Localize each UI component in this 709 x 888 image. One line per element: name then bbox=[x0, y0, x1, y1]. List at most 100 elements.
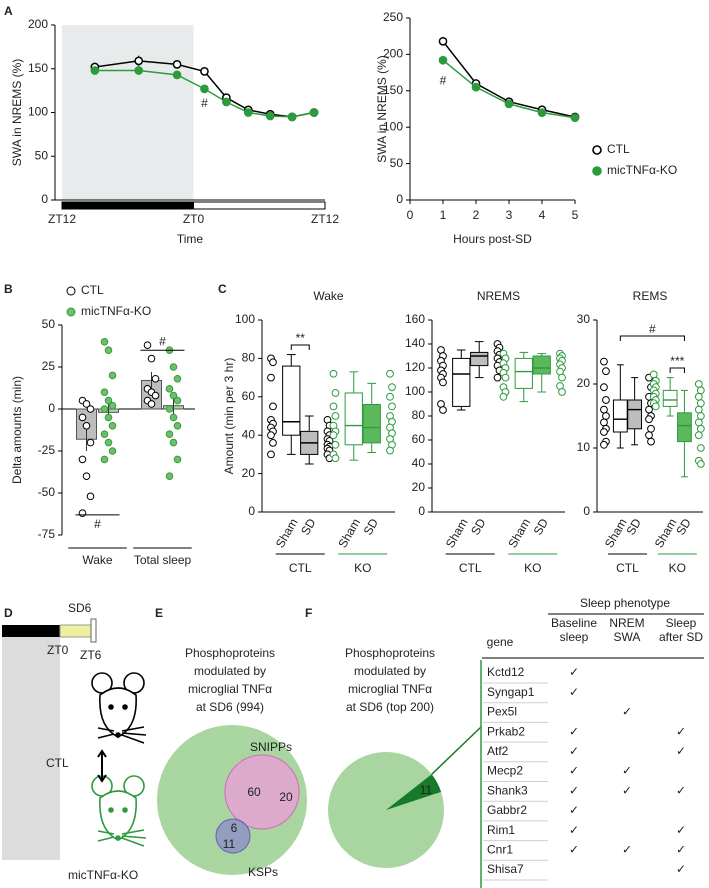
column-header: gene bbox=[487, 635, 514, 649]
data-dot bbox=[165, 472, 174, 481]
data-dot bbox=[600, 428, 608, 436]
mouse-eye bbox=[122, 807, 128, 813]
x-tick-label: SD bbox=[624, 516, 645, 538]
data-dot bbox=[104, 396, 113, 405]
legend-label: CTL bbox=[81, 283, 104, 297]
group-label: CTL bbox=[459, 561, 482, 575]
data-dot bbox=[694, 418, 703, 427]
data-dot bbox=[267, 450, 275, 459]
x-tick-label: ZT12 bbox=[311, 212, 339, 226]
pie-connector bbox=[431, 726, 482, 775]
data-dot bbox=[147, 400, 156, 408]
gene-name: Atf2 bbox=[487, 744, 509, 758]
data-dot bbox=[600, 383, 608, 392]
x-axis-label: Time bbox=[177, 232, 204, 246]
legend-marker bbox=[592, 166, 602, 176]
check-mark: ✓ bbox=[569, 685, 579, 699]
annotation-bracket bbox=[619, 335, 685, 341]
data-dot bbox=[694, 380, 703, 388]
y-axis-label: SWA in NREMS (%) bbox=[375, 55, 389, 163]
x-tick-label: 0 bbox=[407, 208, 414, 222]
gene-name: Shank3 bbox=[487, 783, 528, 797]
data-dot bbox=[82, 472, 91, 481]
x-tick-label: SD bbox=[468, 516, 489, 538]
sd-bar bbox=[59, 624, 93, 638]
x-tick-label: SD bbox=[531, 516, 552, 538]
mouse-eye bbox=[108, 704, 114, 710]
chart-title: NREMS bbox=[477, 289, 520, 303]
data-dot bbox=[602, 412, 610, 420]
data-dot bbox=[696, 399, 705, 408]
group-label: CTL bbox=[616, 561, 639, 575]
check-mark: ✓ bbox=[676, 744, 686, 758]
box bbox=[627, 399, 643, 430]
light-dark-bar bbox=[193, 201, 326, 210]
box bbox=[344, 392, 363, 446]
gene-name: Mecp2 bbox=[487, 764, 523, 778]
data-point bbox=[537, 108, 547, 117]
x-tick-label: Sham bbox=[273, 516, 301, 550]
data-dot bbox=[439, 406, 447, 414]
y-tick-label: 0 bbox=[418, 504, 425, 518]
data-dot bbox=[600, 418, 608, 427]
snipps-label: SNIPPs bbox=[250, 740, 292, 754]
data-point bbox=[438, 36, 448, 46]
annotation: ** bbox=[296, 331, 306, 345]
y-tick-label: 200 bbox=[383, 47, 403, 61]
data-point bbox=[172, 70, 182, 80]
y-tick-label: 40 bbox=[242, 427, 256, 441]
column-header: Baseline bbox=[551, 616, 597, 630]
check-mark: ✓ bbox=[622, 842, 632, 856]
column-header: sleep bbox=[560, 630, 589, 644]
data-dot bbox=[694, 405, 703, 414]
sd-label: SD6 bbox=[68, 601, 92, 615]
x-tick-label: Sham bbox=[652, 516, 680, 550]
data-dot bbox=[499, 392, 508, 401]
data-dot bbox=[169, 391, 178, 400]
annotation: # bbox=[440, 74, 447, 88]
data-point bbox=[265, 111, 275, 121]
sd-end bbox=[90, 618, 97, 643]
check-mark: ✓ bbox=[569, 764, 579, 778]
y-tick-label: 40 bbox=[412, 456, 426, 470]
venn-ksps bbox=[215, 818, 251, 854]
column-header: NREM bbox=[609, 616, 644, 630]
venn-count: 6 bbox=[231, 821, 238, 835]
data-dot bbox=[331, 454, 340, 463]
double-arrow bbox=[97, 749, 107, 783]
panel-letter: E bbox=[155, 606, 163, 620]
data-dot bbox=[694, 392, 703, 401]
gene-name: Kctd12 bbox=[487, 665, 525, 679]
gene-name: Pex5l bbox=[487, 705, 517, 719]
venn-title: at SD6 (994) bbox=[196, 700, 264, 714]
mouse-eye bbox=[108, 807, 114, 813]
gene-name: Shisa7 bbox=[487, 862, 524, 876]
data-dot bbox=[600, 405, 608, 414]
y-axis-label: Amount (min per 3 hr) bbox=[222, 358, 236, 475]
data-dot bbox=[647, 437, 655, 446]
y-tick-label: 0 bbox=[48, 401, 55, 415]
data-point bbox=[243, 108, 253, 117]
ksps-label: KSPs bbox=[248, 865, 278, 879]
y-tick-label: 150 bbox=[383, 83, 403, 97]
data-dot bbox=[104, 413, 113, 422]
venn-count: 11 bbox=[223, 837, 236, 851]
pie-slice bbox=[386, 774, 442, 810]
y-axis-label: SWA in NREMS (%) bbox=[10, 59, 24, 167]
check-mark: ✓ bbox=[676, 862, 686, 876]
venn-title: microglial TNFα bbox=[188, 682, 272, 696]
venn-title: modulated by bbox=[194, 664, 266, 678]
data-dot bbox=[388, 402, 396, 411]
mouse-nose bbox=[115, 835, 121, 841]
data-dot bbox=[439, 378, 447, 387]
y-tick-label: 50 bbox=[42, 317, 56, 331]
mouse-nose bbox=[115, 732, 121, 738]
group-label: KO bbox=[669, 561, 686, 575]
data-dot bbox=[108, 371, 117, 380]
y-tick-label: 0 bbox=[396, 192, 403, 206]
data-dot bbox=[645, 431, 653, 440]
check-mark: ✓ bbox=[569, 823, 579, 837]
data-dot bbox=[269, 402, 277, 411]
y-tick-label: 140 bbox=[405, 336, 425, 350]
y-tick-label: 50 bbox=[390, 156, 404, 170]
